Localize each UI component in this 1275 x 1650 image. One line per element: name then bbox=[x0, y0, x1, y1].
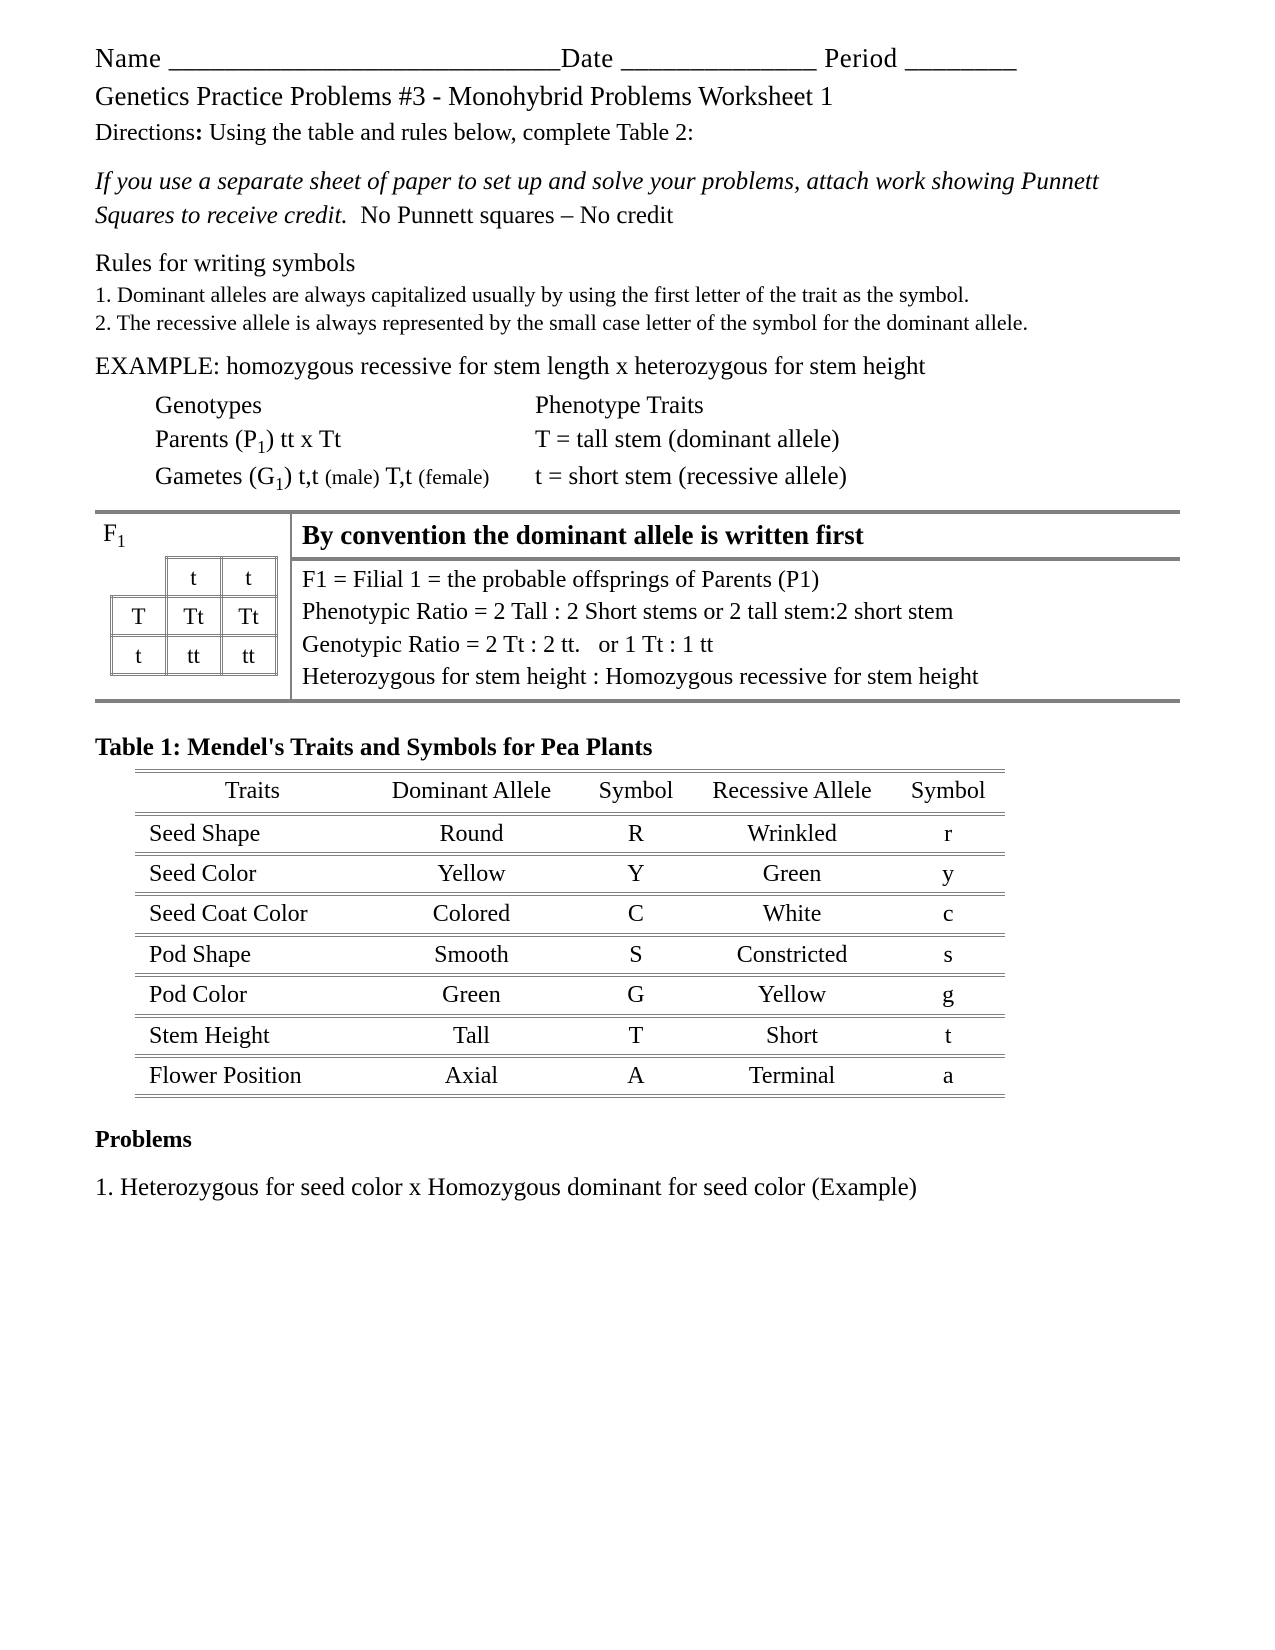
rule-1: 1. Dominant alleles are always capitaliz… bbox=[95, 281, 1180, 310]
table-cell: a bbox=[891, 1056, 1005, 1096]
header-line: Name ____________________________Date __… bbox=[95, 40, 1180, 76]
table-cell: s bbox=[891, 935, 1005, 975]
rule-2: 2. The recessive allele is always repres… bbox=[95, 309, 1180, 338]
date-blank[interactable]: ______________ bbox=[621, 43, 817, 73]
punnett-cell: Tt bbox=[166, 597, 221, 636]
th-recessive: Recessive Allele bbox=[693, 771, 892, 813]
table-cell: Y bbox=[579, 854, 693, 894]
convention-heading: By convention the dominant allele is wri… bbox=[292, 514, 1180, 560]
table-cell: Tall bbox=[364, 1016, 579, 1056]
punnett-cell: tt bbox=[221, 636, 276, 675]
table-cell: G bbox=[579, 975, 693, 1015]
period-blank[interactable]: ________ bbox=[905, 43, 1017, 73]
table-cell: R bbox=[579, 814, 693, 854]
table-cell: Pod Color bbox=[135, 975, 364, 1015]
punnett-col-1: t bbox=[221, 558, 276, 597]
table-cell: Yellow bbox=[693, 975, 892, 1015]
table-cell: Axial bbox=[364, 1056, 579, 1096]
genotypes-label: Genotypes bbox=[155, 389, 535, 423]
table-row: Seed Coat ColorColoredCWhitec bbox=[135, 894, 1005, 934]
table-cell: Seed Coat Color bbox=[135, 894, 364, 934]
f1-line-1: F1 = Filial 1 = the probable offsprings … bbox=[302, 564, 1170, 596]
traits-table: Traits Dominant Allele Symbol Recessive … bbox=[135, 769, 1005, 1098]
f1-line-2: Phenotypic Ratio = 2 Tall : 2 Short stem… bbox=[302, 596, 1170, 628]
short-def: t = short stem (recessive allele) bbox=[535, 460, 1180, 497]
punnett-square: t t T Tt Tt t tt tt bbox=[110, 556, 278, 676]
table-cell: Yellow bbox=[364, 854, 579, 894]
name-blank[interactable]: ____________________________ bbox=[169, 43, 561, 73]
table-cell: Constricted bbox=[693, 935, 892, 975]
table-cell: A bbox=[579, 1056, 693, 1096]
f1-line-4: Heterozygous for stem height : Homozygou… bbox=[302, 661, 1170, 693]
parents-cell: Parents (P1) tt x Tt bbox=[155, 423, 535, 460]
problem-1: 1. Heterozygous for seed color x Homozyg… bbox=[95, 1171, 1180, 1205]
table-cell: Seed Shape bbox=[135, 814, 364, 854]
th-traits: Traits bbox=[135, 771, 364, 813]
f1-line-3: Genotypic Ratio = 2 Tt : 2 tt. or 1 Tt :… bbox=[302, 629, 1170, 661]
table-cell: Pod Shape bbox=[135, 935, 364, 975]
worksheet-title: Genetics Practice Problems #3 - Monohybr… bbox=[95, 78, 1180, 114]
th-symbol2: Symbol bbox=[891, 771, 1005, 813]
tall-def: T = tall stem (dominant allele) bbox=[535, 423, 1180, 460]
table-cell: Flower Position bbox=[135, 1056, 364, 1096]
table-cell: White bbox=[693, 894, 892, 934]
punnett-col-0: t bbox=[166, 558, 221, 597]
table-cell: Terminal bbox=[693, 1056, 892, 1096]
table-cell: C bbox=[579, 894, 693, 934]
date-label: Date bbox=[561, 43, 614, 73]
directions: Directions: Using the table and rules be… bbox=[95, 117, 1180, 149]
directions-text: Using the table and rules below, complet… bbox=[209, 120, 694, 146]
table-row: Pod ShapeSmoothSConstricteds bbox=[135, 935, 1005, 975]
table-row: Stem HeightTallTShortt bbox=[135, 1016, 1005, 1056]
table1-title: Table 1: Mendel's Traits and Symbols for… bbox=[95, 731, 1180, 765]
table-row: Seed ShapeRoundRWrinkledr bbox=[135, 814, 1005, 854]
table-cell: Smooth bbox=[364, 935, 579, 975]
rules-heading: Rules for writing symbols bbox=[95, 247, 1180, 281]
punnett-cell: tt bbox=[166, 636, 221, 675]
problems-heading: Problems bbox=[95, 1124, 1180, 1156]
note-plain: No Punnett squares – No credit bbox=[360, 202, 673, 229]
table-cell: Colored bbox=[364, 894, 579, 934]
example-block: Genotypes Phenotype Traits Parents (P1) … bbox=[155, 389, 1180, 496]
f1-block: F1 t t T Tt Tt t tt tt bbox=[95, 510, 1180, 703]
table-cell: r bbox=[891, 814, 1005, 854]
table-header-row: Traits Dominant Allele Symbol Recessive … bbox=[135, 771, 1005, 813]
table-cell: t bbox=[891, 1016, 1005, 1056]
table-cell: T bbox=[579, 1016, 693, 1056]
attach-work-note: If you use a separate sheet of paper to … bbox=[95, 165, 1180, 233]
table-cell: c bbox=[891, 894, 1005, 934]
f1-body: F1 = Filial 1 = the probable offsprings … bbox=[292, 561, 1180, 700]
table-cell: Green bbox=[364, 975, 579, 1015]
punnett-row-0: T bbox=[111, 597, 166, 636]
table-cell: Wrinkled bbox=[693, 814, 892, 854]
table-cell: Green bbox=[693, 854, 892, 894]
table-cell: y bbox=[891, 854, 1005, 894]
table-row: Flower PositionAxialATerminala bbox=[135, 1056, 1005, 1096]
directions-colon: : bbox=[195, 120, 203, 146]
punnett-row-1: t bbox=[111, 636, 166, 675]
table-row: Seed ColorYellowYGreeny bbox=[135, 854, 1005, 894]
th-symbol1: Symbol bbox=[579, 771, 693, 813]
table-cell: Round bbox=[364, 814, 579, 854]
table-row: Pod ColorGreenGYellowg bbox=[135, 975, 1005, 1015]
table-cell: S bbox=[579, 935, 693, 975]
table-cell: Short bbox=[693, 1016, 892, 1056]
punnett-cell: Tt bbox=[221, 597, 276, 636]
phenotype-label: Phenotype Traits bbox=[535, 389, 1180, 423]
table-cell: Seed Color bbox=[135, 854, 364, 894]
directions-label: Directions bbox=[95, 120, 195, 146]
table-cell: g bbox=[891, 975, 1005, 1015]
period-label: Period bbox=[824, 43, 898, 73]
gametes-cell: Gametes (G1) t,t (male) T,t (female) bbox=[155, 460, 535, 497]
f1-label: F1 bbox=[103, 517, 284, 554]
example-heading: EXAMPLE: homozygous recessive for stem l… bbox=[95, 350, 1180, 384]
th-dominant: Dominant Allele bbox=[364, 771, 579, 813]
name-label: Name bbox=[95, 43, 161, 73]
table-cell: Stem Height bbox=[135, 1016, 364, 1056]
